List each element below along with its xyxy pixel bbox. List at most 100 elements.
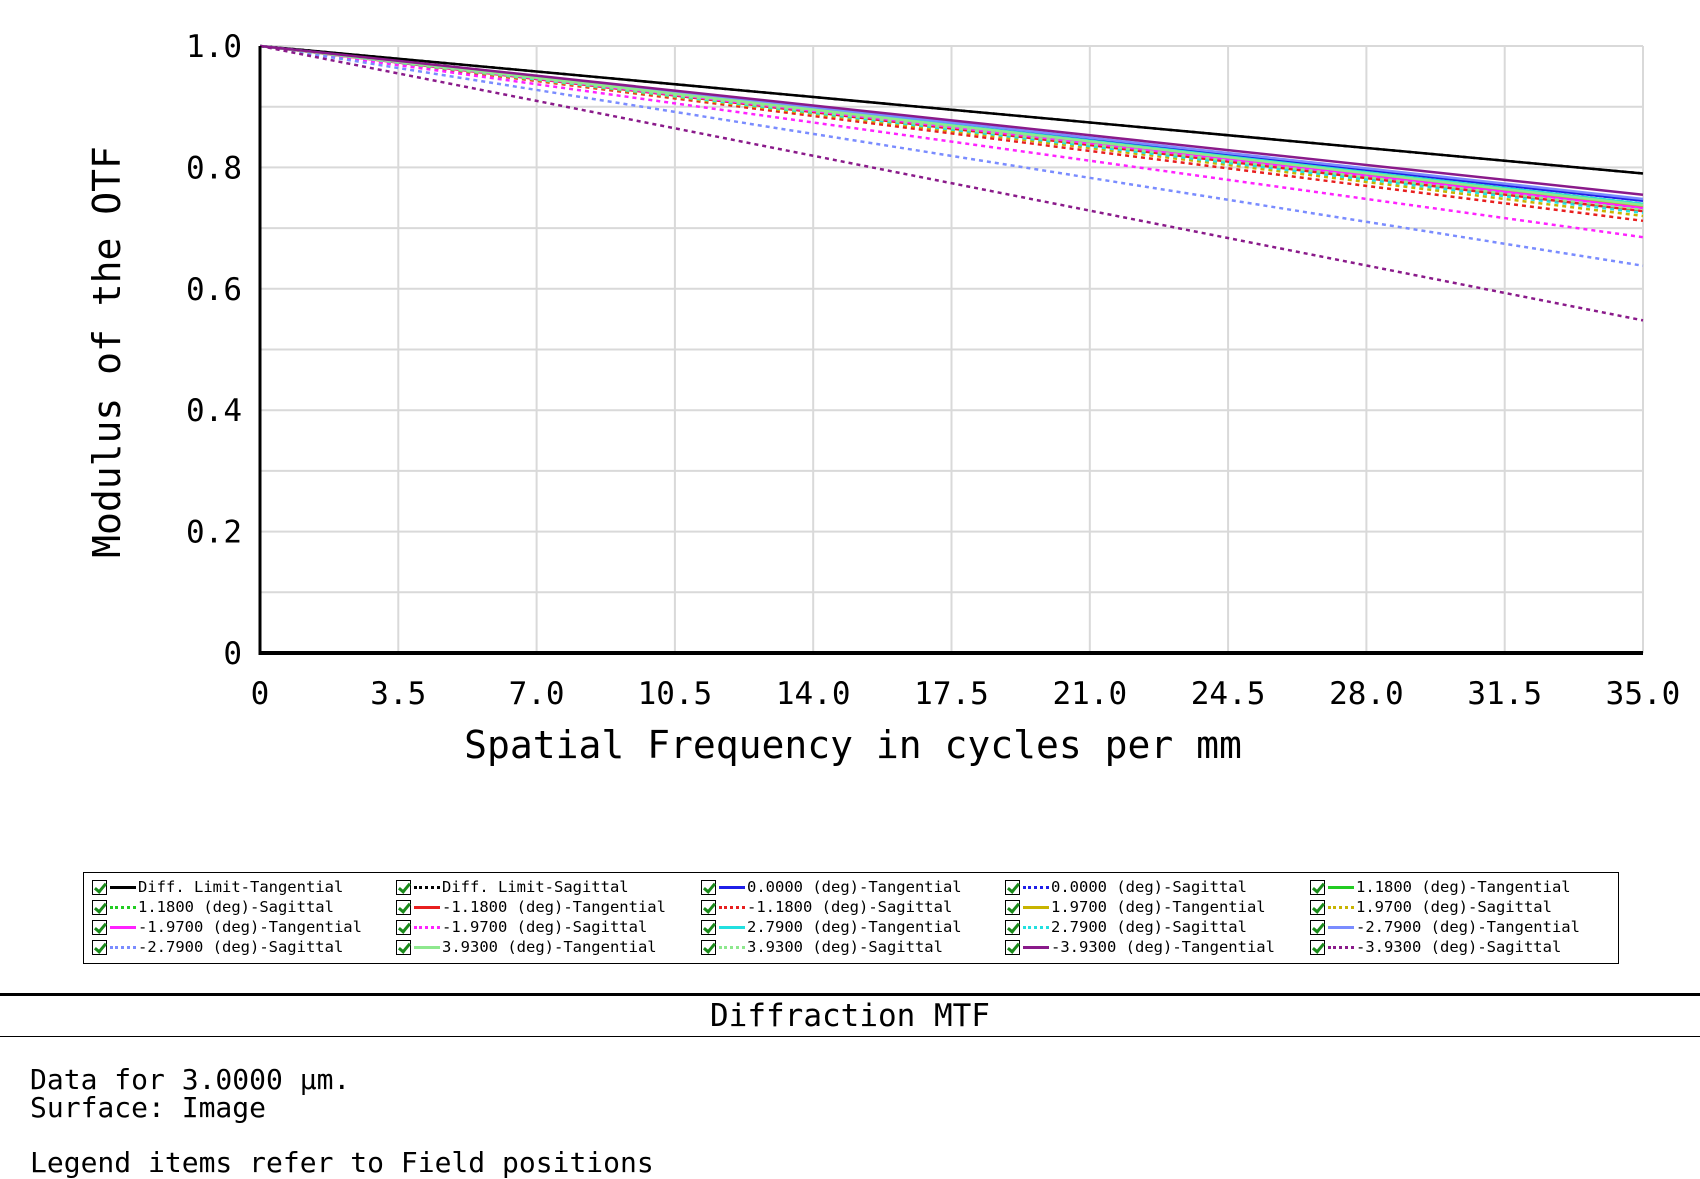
legend-item[interactable]: Diff. Limit-Sagittal: [396, 878, 629, 896]
legend-label: -2.7900 (deg)-Sagittal: [138, 938, 344, 956]
checkbox-icon[interactable]: [1310, 919, 1325, 935]
checkbox-icon[interactable]: [1310, 939, 1325, 955]
legend-swatch: [1023, 905, 1049, 909]
legend-item[interactable]: Diff. Limit-Tangential: [92, 878, 343, 896]
legend-swatch: [1328, 885, 1354, 889]
checkbox-icon[interactable]: [701, 919, 716, 935]
legend-label: -2.7900 (deg)-Tangential: [1356, 918, 1580, 936]
legend-label: -3.9300 (deg)-Sagittal: [1356, 938, 1562, 956]
legend-label: 0.0000 (deg)-Tangential: [747, 878, 962, 896]
checkbox-icon[interactable]: [396, 899, 411, 915]
divider: [0, 1036, 1700, 1037]
legend-item[interactable]: 1.1800 (deg)-Tangential: [1310, 878, 1571, 896]
legend-item[interactable]: -1.1800 (deg)-Tangential: [396, 898, 666, 916]
checkbox-icon[interactable]: [1310, 879, 1325, 895]
info-legend-note: Legend items refer to Field positions: [30, 1146, 654, 1179]
y-tick-labels: 0 0.2 0.4 0.6 0.8 1.0: [186, 29, 242, 672]
checkbox-icon[interactable]: [1005, 879, 1020, 895]
info-surface: Surface: Image: [30, 1091, 267, 1124]
legend-swatch: [719, 885, 745, 889]
legend-item[interactable]: 3.9300 (deg)-Sagittal: [701, 938, 943, 956]
checkbox-icon[interactable]: [1005, 899, 1020, 915]
checkbox-icon[interactable]: [92, 899, 107, 915]
legend-swatch: [1023, 925, 1049, 929]
legend-swatch: [414, 925, 440, 929]
legend-label: 1.1800 (deg)-Tangential: [1356, 878, 1571, 896]
legend-item[interactable]: -2.7900 (deg)-Tangential: [1310, 918, 1580, 936]
legend-label: 2.7900 (deg)-Tangential: [747, 918, 962, 936]
y-tick-label: 0.6: [186, 272, 242, 308]
legend-label: Diff. Limit-Sagittal: [442, 878, 629, 896]
x-tick-labels: 0 3.5 7.0 10.5 14.0 17.5 21.0 24.5 28.0 31.5 35.0: [251, 676, 1681, 712]
legend-swatch: [414, 945, 440, 949]
legend-swatch: [414, 885, 440, 889]
series-lines: [259, 44, 1644, 322]
x-tick-label: 7.0: [509, 676, 565, 712]
checkbox-icon[interactable]: [701, 879, 716, 895]
x-tick-label: 24.5: [1191, 676, 1266, 712]
legend-item[interactable]: 3.9300 (deg)-Tangential: [396, 938, 657, 956]
checkbox-icon[interactable]: [1005, 919, 1020, 935]
x-tick-label: 35.0: [1606, 676, 1681, 712]
x-tick-label: 17.5: [914, 676, 989, 712]
legend-item[interactable]: 1.1800 (deg)-Sagittal: [92, 898, 334, 916]
legend-item[interactable]: -3.9300 (deg)-Tangential: [1005, 938, 1275, 956]
legend-swatch: [414, 905, 440, 909]
checkbox-icon[interactable]: [92, 879, 107, 895]
legend-label: 0.0000 (deg)-Sagittal: [1051, 878, 1247, 896]
checkbox-icon[interactable]: [396, 919, 411, 935]
legend-item[interactable]: -1.9700 (deg)-Tangential: [92, 918, 362, 936]
legend-swatch: [719, 905, 745, 909]
legend-item[interactable]: -3.9300 (deg)-Sagittal: [1310, 938, 1561, 956]
legend-item[interactable]: -1.9700 (deg)-Sagittal: [396, 918, 647, 936]
legend-swatch: [1328, 925, 1354, 929]
series-line-17: [259, 44, 1644, 212]
grid-lines: [259, 45, 1644, 654]
legend-item[interactable]: 1.9700 (deg)-Sagittal: [1310, 898, 1552, 916]
legend-label: -1.1800 (deg)-Tangential: [442, 898, 666, 916]
checkbox-icon[interactable]: [1310, 899, 1325, 915]
panel-title: Diffraction MTF: [710, 998, 990, 1034]
x-tick-label: 0: [251, 676, 270, 712]
legend-item[interactable]: 0.0000 (deg)-Tangential: [701, 878, 962, 896]
series-line-11: [259, 44, 1644, 239]
series-line-19: [259, 44, 1644, 322]
x-tick-label: 21.0: [1052, 676, 1127, 712]
y-tick-label: 0.2: [186, 515, 242, 551]
y-tick-label: 0: [223, 636, 242, 672]
x-tick-label: 3.5: [370, 676, 426, 712]
checkbox-icon[interactable]: [396, 939, 411, 955]
checkbox-icon[interactable]: [701, 899, 716, 915]
series-line-18: [259, 44, 1644, 196]
legend-label: -1.1800 (deg)-Sagittal: [747, 898, 953, 916]
series-line-0: [259, 44, 1644, 175]
checkbox-icon[interactable]: [396, 879, 411, 895]
checkbox-icon[interactable]: [1005, 939, 1020, 955]
legend: Diff. Limit-Tangential Diff. Limit-Sagitt…: [83, 872, 1619, 964]
legend-swatch: [110, 925, 136, 929]
legend-label: 1.9700 (deg)-Sagittal: [1356, 898, 1552, 916]
legend-swatch: [719, 945, 745, 949]
legend-item[interactable]: 0.0000 (deg)-Sagittal: [1005, 878, 1247, 896]
legend-label: 3.9300 (deg)-Tangential: [442, 938, 657, 956]
series-line-15: [259, 44, 1644, 267]
legend-swatch: [719, 925, 745, 929]
legend-swatch: [110, 945, 136, 949]
y-axis-title: Modulus of the OTF: [85, 146, 129, 558]
legend-swatch: [1328, 905, 1354, 909]
legend-swatch: [1328, 945, 1354, 949]
checkbox-icon[interactable]: [92, 919, 107, 935]
checkbox-icon[interactable]: [92, 939, 107, 955]
checkbox-icon[interactable]: [701, 939, 716, 955]
legend-label: -1.9700 (deg)-Tangential: [138, 918, 362, 936]
legend-swatch: [110, 885, 136, 889]
legend-item[interactable]: 1.9700 (deg)-Tangential: [1005, 898, 1266, 916]
x-tick-label: 10.5: [638, 676, 713, 712]
legend-item[interactable]: 2.7900 (deg)-Tangential: [701, 918, 962, 936]
legend-item[interactable]: -1.1800 (deg)-Sagittal: [701, 898, 952, 916]
legend-item[interactable]: 2.7900 (deg)-Sagittal: [1005, 918, 1247, 936]
legend-label: 2.7900 (deg)-Sagittal: [1051, 918, 1247, 936]
legend-label: 3.9300 (deg)-Sagittal: [747, 938, 943, 956]
legend-item[interactable]: -2.7900 (deg)-Sagittal: [92, 938, 343, 956]
mtf-chart: 0 3.5 7.0 10.5 14.0 17.5 21.0 24.5 28.0 31.5 35.0 …: [85, 29, 1681, 767]
